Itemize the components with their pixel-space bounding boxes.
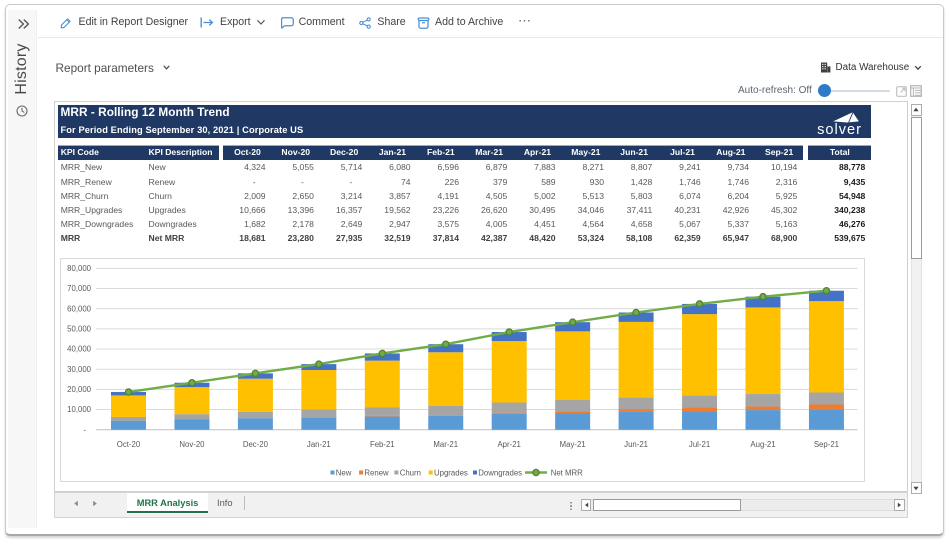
- svg-text:Jun-21: Jun-21: [624, 440, 648, 449]
- svg-text:Aug-21: Aug-21: [750, 440, 775, 449]
- svg-text:30,000: 30,000: [67, 364, 92, 373]
- svg-text:New: New: [336, 468, 352, 477]
- svg-text:-: -: [83, 425, 86, 434]
- svg-text:80,000: 80,000: [67, 264, 92, 273]
- svg-text:Feb-21: Feb-21: [370, 440, 395, 449]
- svg-text:Net MRR: Net MRR: [551, 468, 583, 477]
- svg-text:May-21: May-21: [560, 440, 586, 449]
- svg-text:Downgrades: Downgrades: [478, 468, 522, 477]
- svg-text:50,000: 50,000: [67, 324, 92, 333]
- svg-text:Mar-21: Mar-21: [433, 440, 458, 449]
- svg-text:20,000: 20,000: [67, 385, 92, 394]
- svg-text:Nov-20: Nov-20: [179, 440, 205, 449]
- svg-text:Jan-21: Jan-21: [307, 440, 331, 449]
- svg-text:Apr-21: Apr-21: [497, 440, 520, 449]
- svg-text:40,000: 40,000: [67, 344, 92, 353]
- svg-text:60,000: 60,000: [67, 304, 92, 313]
- svg-text:Renew: Renew: [364, 468, 389, 477]
- svg-text:Upgrades: Upgrades: [434, 468, 468, 477]
- svg-text:70,000: 70,000: [67, 284, 92, 293]
- svg-text:Oct-20: Oct-20: [117, 440, 141, 449]
- svg-text:Churn: Churn: [400, 468, 421, 477]
- svg-text:Jul-21: Jul-21: [689, 440, 710, 449]
- svg-text:Sep-21: Sep-21: [814, 440, 839, 449]
- svg-text:Dec-20: Dec-20: [243, 440, 269, 449]
- svg-text:10,000: 10,000: [67, 405, 92, 414]
